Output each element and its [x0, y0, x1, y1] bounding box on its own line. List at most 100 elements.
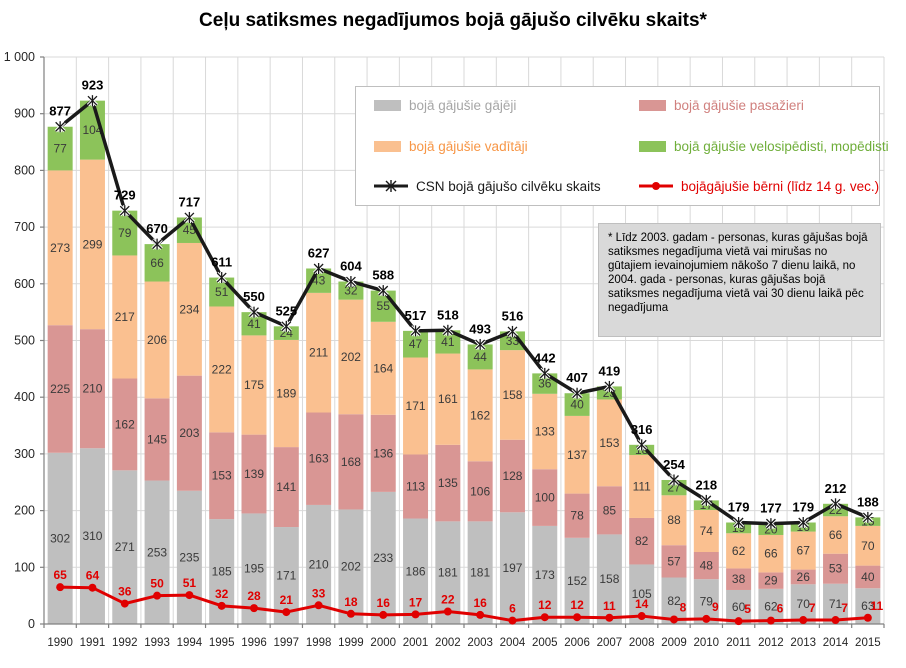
- bar-segment-label: 145: [147, 432, 167, 446]
- bar-segment: [758, 523, 784, 535]
- bar-segment-label: 181: [438, 566, 458, 580]
- bar-segment-label: 70: [861, 539, 875, 553]
- bar-segment-label: 203: [179, 426, 199, 440]
- legend: bojā gājušie gājēji bojā gājušie pasažie…: [355, 86, 889, 206]
- bar-segment: [758, 572, 784, 589]
- bar-segment: [790, 569, 816, 585]
- total-value-label: 525: [275, 303, 297, 318]
- bar-segment-label: 55: [377, 299, 391, 313]
- children-value-label: 65: [53, 568, 67, 582]
- bar-segment-label: 66: [764, 547, 778, 561]
- x-axis-label: 1993: [144, 637, 170, 649]
- bar-segment-label: 163: [309, 452, 329, 466]
- bar-segment-label: 77: [53, 142, 67, 156]
- x-axis-label: 1999: [338, 637, 364, 649]
- total-value-label: 407: [566, 370, 588, 385]
- total-value-label: 670: [146, 221, 168, 236]
- total-value-label: 923: [82, 78, 104, 93]
- x-axis-label: 2014: [823, 637, 849, 649]
- bar-segment-label: 104: [82, 123, 102, 137]
- x-axis-label: 2011: [726, 637, 751, 649]
- bar-segment: [370, 491, 396, 624]
- bar-segment-label: 51: [215, 285, 229, 299]
- bar-segment: [241, 312, 267, 336]
- bar-segment-label: 186: [406, 564, 426, 578]
- bar-segment-label: 53: [829, 562, 843, 576]
- bar-segment-label: 271: [115, 540, 135, 554]
- bar-segment-label: 32: [344, 284, 358, 298]
- total-value-label: 254: [663, 457, 685, 472]
- bar-segment-label: 189: [276, 387, 296, 401]
- y-axis-label: 800: [14, 163, 35, 177]
- bar-segment: [47, 325, 73, 453]
- x-axis-label: 1990: [47, 637, 73, 649]
- bar-segment: [758, 534, 784, 573]
- bar-segment-label: 197: [502, 561, 522, 575]
- children-value-label: 12: [570, 598, 584, 612]
- bar-segment: [144, 398, 170, 481]
- bar-segment: [435, 330, 461, 354]
- bar-segment: [47, 126, 73, 171]
- bar-segment-label: 41: [247, 317, 261, 331]
- bar-segment: [823, 553, 849, 584]
- legend-item-label: bojā gājušie velosipēdisti, mopēdisti: [674, 138, 889, 154]
- bar-segment: [338, 509, 364, 624]
- total-value-label: 516: [502, 308, 524, 323]
- bar-segment-label: 82: [667, 594, 681, 608]
- x-axis-label: 1994: [177, 637, 203, 649]
- total-value-label: 212: [825, 481, 847, 496]
- legend-item-berni: bojāgājušie bērni (līdz 14 g. vec.): [639, 179, 889, 194]
- pedestrians-swatch-icon: [374, 100, 401, 112]
- bar-segment: [564, 537, 590, 624]
- bar-segment: [467, 521, 493, 624]
- children-value-label: 6: [777, 602, 784, 616]
- x-axis-label: 2013: [790, 637, 816, 649]
- bar-segment: [564, 415, 590, 494]
- bar-segment: [306, 292, 332, 413]
- bar-segment: [726, 533, 752, 569]
- bar-segment: [661, 495, 687, 546]
- children-value-label: 16: [473, 596, 487, 610]
- legend-item-csn-total: CSN bojā gājušo cilvēku skaits: [374, 179, 639, 194]
- total-value-label: 442: [534, 350, 556, 365]
- bar-segment-label: 173: [535, 568, 555, 582]
- x-axis-label: 1996: [241, 637, 267, 649]
- bar-segment: [47, 170, 73, 326]
- total-value-label: 604: [340, 259, 362, 274]
- children-line-marker-icon: [639, 180, 673, 192]
- children-value-label: 8: [680, 600, 687, 614]
- bar-segment: [596, 486, 622, 535]
- bar-segment: [629, 455, 655, 518]
- line-swatch-graphic: [374, 180, 408, 193]
- legend-item-velosipedisti: bojā gājušie velosipēdisti, mopēdisti: [639, 139, 889, 154]
- children-value-label: 6: [509, 602, 516, 616]
- x-axis-label: 1995: [209, 637, 235, 649]
- bar-segment-label: 185: [212, 565, 232, 579]
- bar-segment-label: 137: [567, 448, 587, 462]
- x-axis-label: 2015: [855, 637, 881, 649]
- total-value-label: 627: [308, 245, 330, 260]
- bar-segment-label: 85: [603, 503, 617, 517]
- bar-segment-label: 202: [341, 560, 361, 574]
- bar-segment: [435, 521, 461, 624]
- children-value-label: 51: [183, 576, 197, 590]
- cyclists-swatch-icon: [639, 140, 666, 152]
- x-axis-label: 2007: [597, 637, 623, 649]
- x-axis-label: 1992: [112, 637, 138, 649]
- bar-segment-label: 88: [667, 513, 681, 527]
- bar-segment-label: 136: [373, 446, 393, 460]
- y-axis-label: 600: [14, 277, 35, 291]
- y-axis-label: 100: [14, 560, 35, 574]
- x-axis-label: 1998: [306, 637, 332, 649]
- bar-segment-label: 78: [570, 509, 584, 523]
- bar-segment-label: 79: [700, 595, 714, 609]
- bar-segment-label: 82: [635, 534, 649, 548]
- total-value-label: 188: [857, 494, 879, 509]
- total-value-label: 877: [49, 104, 71, 119]
- children-value-label: 64: [86, 569, 100, 583]
- bar-segment-label: 310: [82, 529, 102, 543]
- bar-segment: [403, 357, 429, 455]
- y-axis-label: 900: [14, 107, 35, 121]
- children-value-label: 28: [247, 589, 261, 603]
